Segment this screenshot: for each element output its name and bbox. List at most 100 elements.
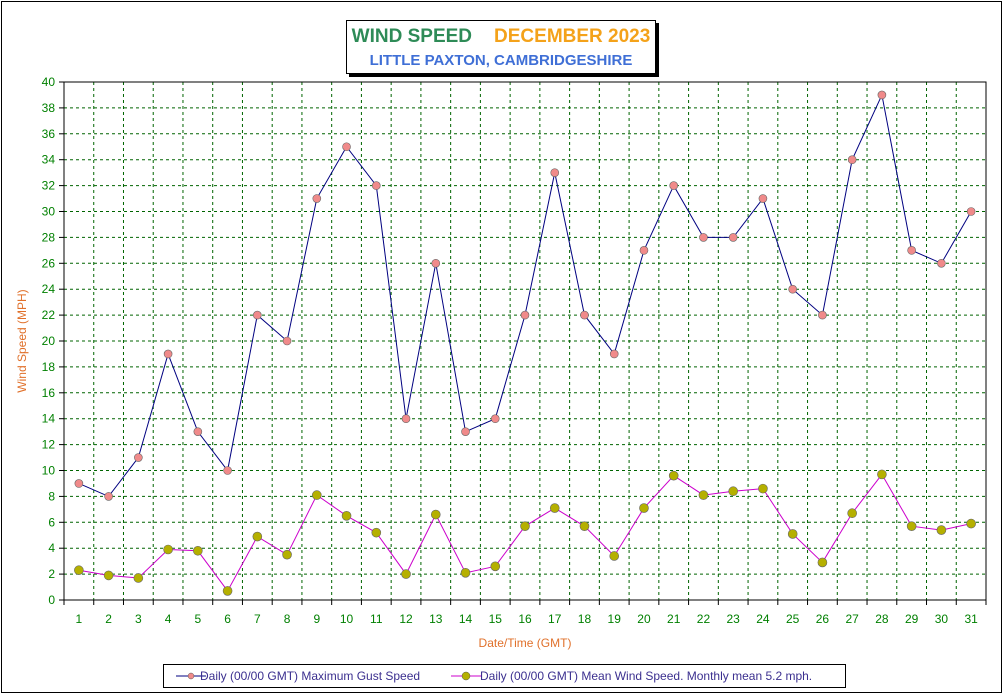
data-point-mean (222, 586, 233, 596)
x-tick-label: 31 (964, 612, 978, 626)
y-tick-label: 28 (42, 230, 56, 244)
data-point-mean (966, 518, 976, 529)
data-point-mean (490, 561, 501, 572)
data-point-gust (728, 233, 738, 242)
y-tick-label: 40 (42, 75, 56, 89)
y-tick-label: 20 (42, 334, 56, 348)
data-point-gust (758, 194, 768, 203)
x-tick-label: 20 (637, 612, 651, 626)
data-point-gust (847, 155, 857, 164)
data-point-mean (698, 490, 709, 500)
x-tick-label: 15 (489, 612, 503, 626)
data-point-gust (937, 258, 946, 268)
data-point-mean (252, 531, 263, 542)
data-point-gust (788, 284, 797, 294)
y-tick-label: 24 (42, 282, 56, 296)
legend-mean-swatch (451, 671, 481, 681)
y-tick-label: 4 (48, 541, 55, 555)
x-tick-label: 30 (935, 612, 949, 626)
x-tick-label: 27 (845, 612, 859, 626)
data-point-gust (253, 310, 262, 320)
y-tick-label: 2 (48, 567, 55, 581)
axes (59, 81, 987, 605)
data-point-gust (490, 414, 500, 424)
series-gust (74, 90, 976, 501)
x-tick-label: 10 (340, 612, 354, 626)
data-point-mean (847, 508, 857, 519)
y-tick-label: 38 (42, 101, 56, 115)
data-point-gust (580, 310, 589, 320)
y-tick-label: 0 (48, 593, 55, 607)
y-tick-label: 18 (42, 360, 56, 374)
data-point-gust (877, 90, 887, 100)
data-point-gust (669, 181, 679, 190)
data-point-gust (342, 142, 351, 152)
legend: Daily (00/00 GMT) Maximum Gust Speed Dai… (163, 664, 846, 688)
data-point-mean (193, 545, 203, 556)
chart-title-box: WIND SPEED DECEMBER 2023 LITTLE PAXTON, C… (346, 20, 656, 74)
x-tick-label: 14 (459, 612, 473, 626)
title-main: WIND SPEED (351, 26, 473, 47)
data-point-mean (371, 527, 382, 538)
legend-gust-swatch (176, 672, 206, 680)
data-point-mean (758, 483, 768, 494)
data-point-mean (341, 511, 352, 521)
y-axis-title: Wind Speed (MPH) (15, 289, 29, 392)
data-point-gust (74, 479, 84, 488)
data-point-mean (579, 521, 590, 531)
data-point-mean (103, 570, 114, 581)
y-tick-label: 30 (42, 205, 56, 219)
x-tick-label: 5 (194, 612, 201, 626)
x-tick-label: 12 (399, 612, 413, 626)
y-tick-label: 22 (42, 308, 56, 322)
x-tick-label: 11 (370, 612, 383, 626)
plot-area-border (63, 81, 987, 601)
data-point-gust (609, 349, 619, 359)
data-point-gust (193, 427, 203, 436)
data-point-mean (282, 549, 292, 560)
y-tick-label: 12 (42, 438, 56, 452)
y-tick-label: 8 (48, 489, 55, 503)
data-point-mean (133, 573, 144, 583)
data-point-mean (639, 503, 649, 513)
chart-subtitle: LITTLE PAXTON, CAMBRIDGESHIRE (369, 52, 633, 69)
data-point-gust (312, 194, 322, 203)
x-tick-label: 9 (313, 612, 320, 626)
x-tick-label: 23 (727, 612, 741, 626)
chart-title: WIND SPEED DECEMBER 2023 (347, 26, 655, 48)
y-tick-label: 14 (42, 412, 56, 426)
x-tick-label: 7 (254, 612, 261, 626)
data-point-gust (639, 246, 649, 255)
x-tick-label: 29 (905, 612, 919, 626)
data-point-mean (877, 469, 887, 480)
data-point-mean (549, 503, 560, 513)
x-tick-label: 1 (76, 612, 83, 626)
data-point-gust (461, 427, 470, 436)
data-point-mean (787, 529, 798, 539)
x-axis-title: Date/Time (GMT) (479, 636, 572, 650)
data-point-gust (907, 246, 916, 255)
data-point-mean (460, 568, 471, 578)
data-point-mean (430, 509, 441, 520)
data-point-mean (817, 557, 828, 568)
x-tick-label: 13 (429, 612, 443, 626)
series-mean (74, 469, 976, 596)
data-point-mean (609, 551, 620, 561)
x-tick-label: 22 (697, 612, 711, 626)
data-point-gust (520, 310, 530, 320)
y-tick-label: 10 (42, 464, 56, 478)
data-point-mean (312, 490, 322, 500)
x-tick-label: 18 (578, 612, 592, 626)
x-tick-label: 19 (608, 612, 622, 626)
y-tick-label: 16 (42, 386, 56, 400)
x-tick-label: 28 (875, 612, 889, 626)
x-tick-label: 4 (165, 612, 172, 626)
data-point-gust (371, 181, 381, 190)
x-tick-label: 3 (135, 612, 142, 626)
data-point-gust (966, 207, 976, 216)
title-period: DECEMBER 2023 (494, 26, 651, 47)
data-point-gust (431, 258, 441, 268)
